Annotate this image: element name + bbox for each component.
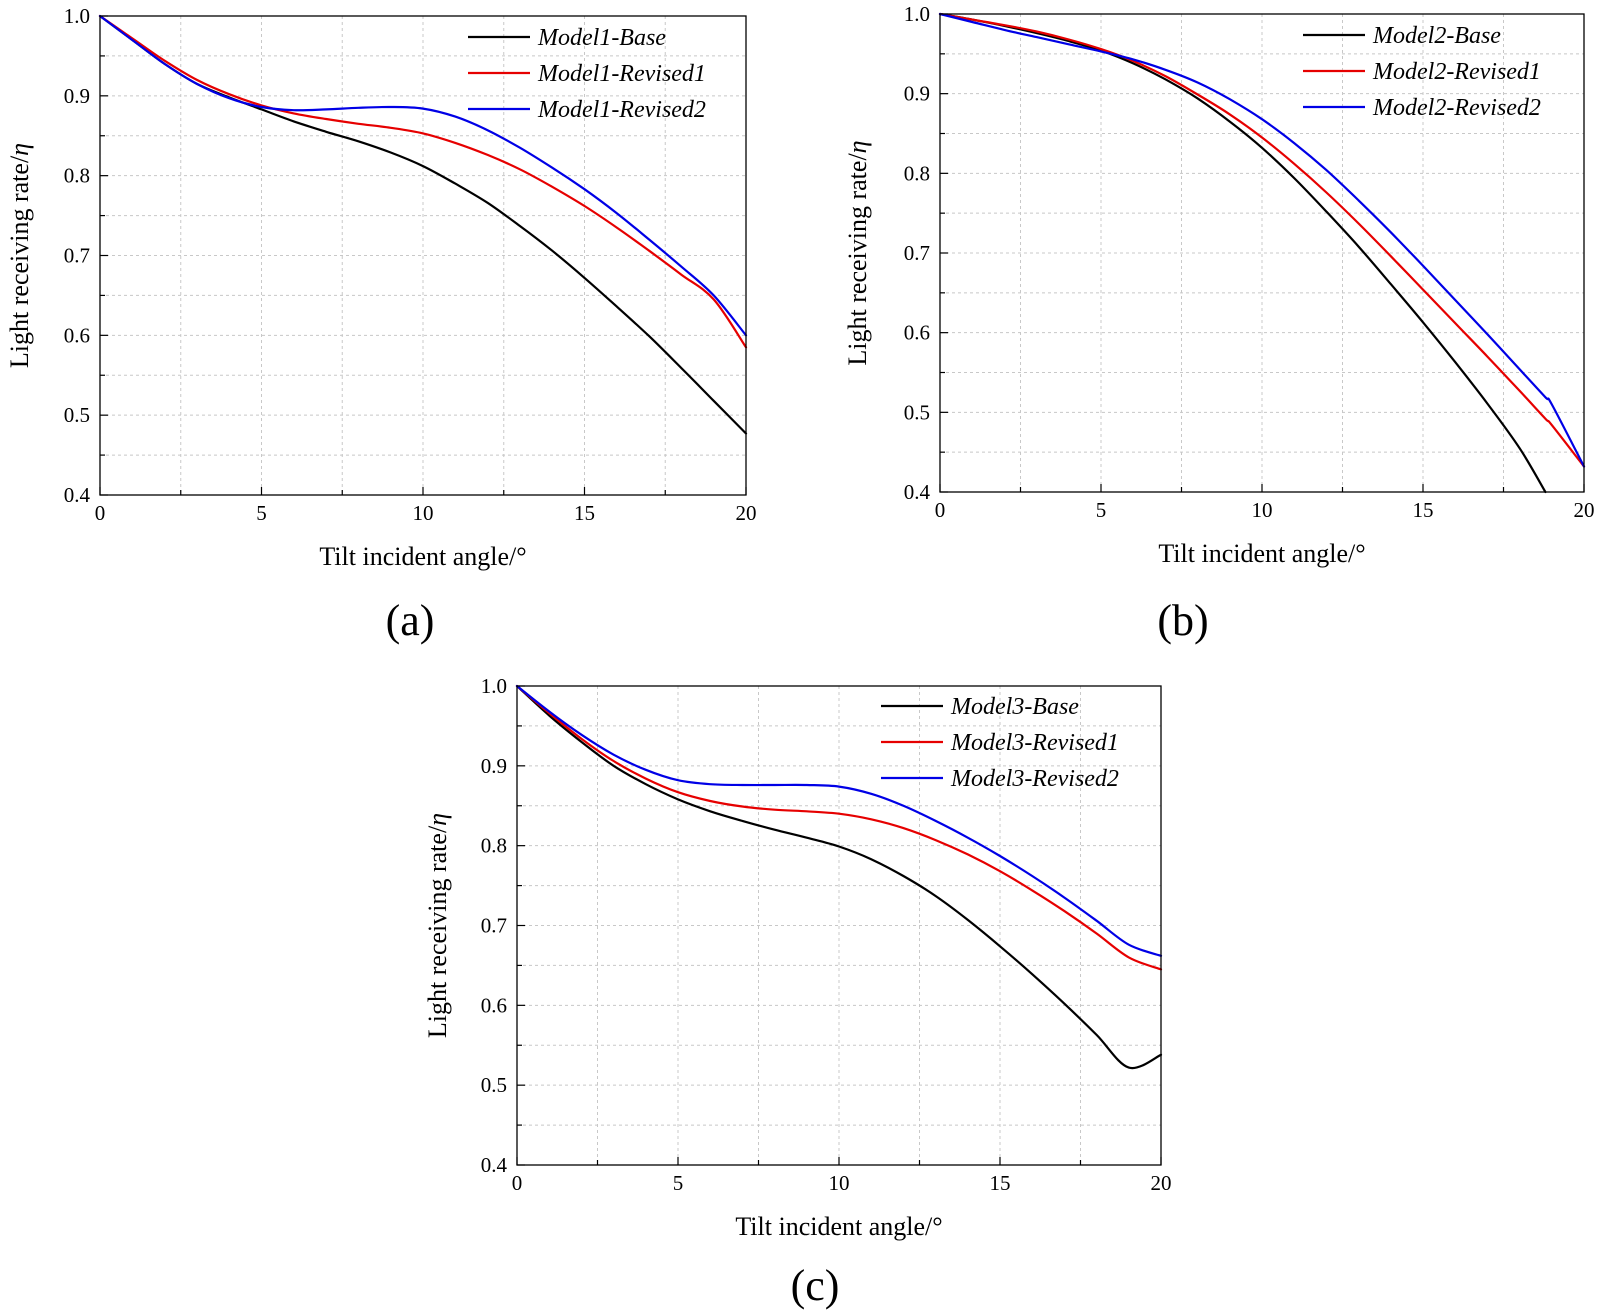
- panel-label: (a): [386, 596, 435, 645]
- series-line-model1-revised1: [98, 14, 748, 349]
- y-tick-label: 0.4: [481, 1153, 508, 1177]
- plot-frame: [939, 13, 1585, 493]
- series-line-model3-base: [515, 684, 1163, 1070]
- legend-label: Model1-Revised1: [537, 61, 706, 87]
- y-tick-label: 0.9: [904, 82, 930, 106]
- y-tick-label: 0.8: [64, 164, 90, 188]
- panel-label: (c): [791, 1261, 840, 1310]
- y-axis-title: Light receiving rate/η: [5, 143, 34, 368]
- x-tick-label: 0: [95, 501, 106, 525]
- y-axis-title-text: Light receiving rate/: [843, 153, 872, 366]
- y-tick-label: 0.5: [481, 1073, 507, 1097]
- y-tick-label: 0.8: [481, 834, 507, 858]
- x-tick-label: 20: [1151, 1171, 1172, 1195]
- x-axis-title: Tilt incident angle/°: [1158, 539, 1365, 568]
- y-tick-label: 1.0: [904, 2, 930, 26]
- series-line-model3-revised1: [515, 684, 1163, 971]
- x-tick-label: 20: [736, 501, 757, 525]
- x-tick-label: 10: [1252, 498, 1273, 522]
- grid: [100, 16, 746, 495]
- series-group: [515, 684, 1163, 1070]
- y-tick-label: 0.5: [64, 403, 90, 427]
- chart-panel-b: 0 5 10 15 20 0.4 0.5 0.6 0.7 0.8 0.9 1.0 Tilt incide…: [843, 2, 1595, 645]
- y-axis-title-text: Light receiving rate/: [423, 825, 452, 1038]
- y-tick-label: 1.0: [64, 4, 90, 28]
- y-tick-label: 0.4: [64, 483, 91, 507]
- series-group: [938, 12, 1586, 494]
- y-axis-title: Light receiving rate/η: [843, 140, 872, 365]
- x-tick-label: 10: [413, 501, 434, 525]
- y-tick-label: 0.9: [481, 754, 507, 778]
- y-tick-label: 0.7: [481, 914, 507, 938]
- legend-label: Model2-Revised1: [1372, 59, 1541, 85]
- y-tick-label: 0.9: [64, 84, 90, 108]
- y-tick-label: 0.4: [904, 480, 931, 504]
- legend-label: Model3-Revised2: [950, 766, 1119, 792]
- y-tick-label: 0.7: [904, 241, 930, 265]
- series-group: [98, 14, 748, 435]
- chart-panel-c: 0 5 10 15 20 0.4 0.5 0.6 0.7 0.8 0.9 1.0 Tilt incide…: [423, 674, 1172, 1310]
- x-tick-label: 0: [935, 498, 946, 522]
- x-tick-label: 5: [673, 1171, 684, 1195]
- series-line-model1-revised2: [98, 14, 748, 337]
- legend-label: Model2-Base: [1372, 23, 1501, 49]
- y-tick-label: 1.0: [481, 674, 507, 698]
- series-line-model2-revised2: [938, 12, 1586, 468]
- y-axis-title-symbol: η: [843, 140, 872, 153]
- legend-label: Model1-Revised2: [537, 97, 706, 123]
- legend-label: Model1-Base: [537, 25, 666, 51]
- y-tick-label: 0.8: [904, 161, 930, 185]
- grid: [517, 686, 1161, 1165]
- series-line-model3-revised2: [515, 684, 1163, 957]
- legend: Model3-Base Model3-Revised1 Model3-Revised…: [881, 694, 1119, 792]
- y-axis-title-text: Light receiving rate/: [5, 155, 34, 368]
- y-tick-label: 0.6: [64, 323, 90, 347]
- x-tick-label: 5: [1096, 498, 1107, 522]
- y-tick-label: 0.6: [904, 321, 930, 345]
- legend-label: Model2-Revised2: [1372, 95, 1541, 121]
- grid: [940, 14, 1584, 492]
- legend-label: Model3-Base: [950, 694, 1079, 720]
- plot-frame: [99, 15, 747, 496]
- x-tick-label: 15: [1413, 498, 1434, 522]
- x-tick-label: 5: [256, 501, 267, 525]
- x-tick-label: 15: [574, 501, 595, 525]
- x-tick-label: 0: [512, 1171, 523, 1195]
- series-line-model2-base: [938, 12, 1547, 494]
- plot-frame: [516, 685, 1162, 1166]
- y-axis-title-symbol: η: [5, 143, 34, 156]
- y-tick-label: 0.5: [904, 400, 930, 424]
- y-tick-label: 0.6: [481, 993, 507, 1017]
- y-tick-label: 0.7: [64, 244, 90, 268]
- panel-label: (b): [1157, 596, 1208, 645]
- legend-label: Model3-Revised1: [950, 730, 1119, 756]
- y-axis-title: Light receiving rate/η: [423, 813, 452, 1038]
- x-axis-title: Tilt incident angle/°: [735, 1212, 942, 1241]
- legend: Model1-Base Model1-Revised1 Model1-Revised…: [468, 25, 706, 123]
- x-tick-label: 10: [829, 1171, 850, 1195]
- y-axis-title-symbol: η: [423, 813, 452, 826]
- x-axis-title: Tilt incident angle/°: [319, 542, 526, 571]
- legend: Model2-Base Model2-Revised1 Model2-Revised…: [1303, 23, 1541, 121]
- chart-panel-a: 0 5 10 15 20 0.4 0.5 0.6 0.7 0.8 0.9 1.0 Tilt incide…: [5, 4, 757, 645]
- series-line-model2-revised1: [938, 12, 1586, 468]
- x-tick-label: 20: [1574, 498, 1595, 522]
- x-tick-label: 15: [990, 1171, 1011, 1195]
